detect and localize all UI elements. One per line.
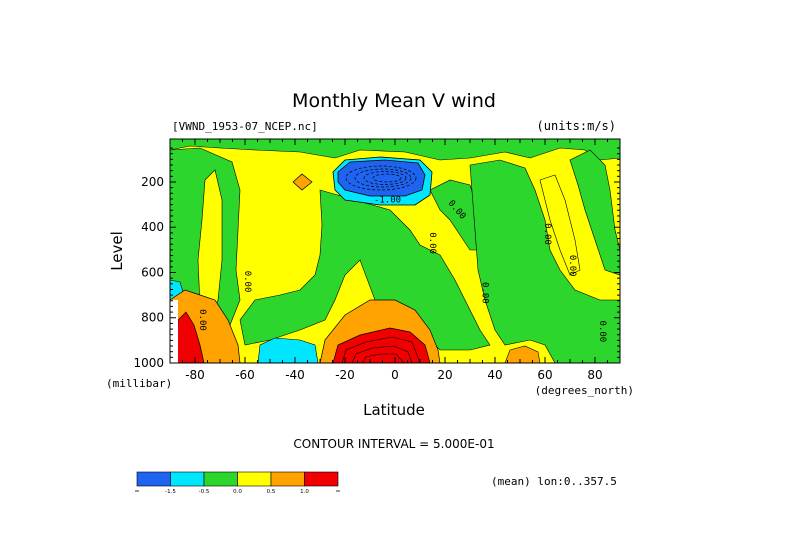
colorbar-swatch <box>136 471 171 487</box>
contour-field <box>170 139 620 363</box>
green-region-mid <box>239 189 491 351</box>
x-tick-label: 20 <box>437 368 452 382</box>
white-missing-corner <box>170 300 178 363</box>
y-axis-title: Level <box>108 231 126 271</box>
contour-label: 0.00 <box>242 271 252 293</box>
x-tick-label: 0 <box>391 368 399 382</box>
colorbar-label: -0.5 <box>199 489 210 495</box>
cyan-region-surface <box>257 337 319 363</box>
colorbar-swatch <box>270 471 305 487</box>
contour-label: 0.00 <box>427 232 437 254</box>
blue-region-jet-core <box>337 159 426 197</box>
chart-title: Monthly Mean V wind <box>292 90 496 112</box>
y-axis: 200 400 600 800 1000 <box>133 147 620 370</box>
contour-label: 0.00 <box>567 255 577 277</box>
y-tick-label: 600 <box>141 265 164 279</box>
colorbar-swatch <box>170 471 205 487</box>
contour-label: 0.00 <box>197 309 207 331</box>
orange-patch-north <box>504 345 541 363</box>
contour-label: -1.00 <box>374 195 401 205</box>
contour-label: 0.00 <box>480 282 490 304</box>
yellow-pocket-north <box>539 174 581 276</box>
x-tick-label: -40 <box>285 368 305 382</box>
x-tick-label: 40 <box>487 368 502 382</box>
green-region-north <box>469 159 620 363</box>
x-unit-label: (degrees_north) <box>535 384 634 397</box>
x-tick-label: -80 <box>185 368 205 382</box>
colorbar-swatch <box>237 471 272 487</box>
y-tick-label: 1000 <box>133 356 164 370</box>
colorbar-label: 0.0 <box>233 489 242 495</box>
contour-label: 0.00 <box>597 320 607 342</box>
units-label: (units:m/s) <box>537 119 616 133</box>
y-tick-label: 800 <box>141 311 164 325</box>
contour-interval-text: CONTOUR INTERVAL = 5.000E-01 <box>293 437 494 451</box>
x-tick-label: 80 <box>587 368 602 382</box>
x-axis-title: Latitude <box>363 401 425 419</box>
surface-contours <box>341 336 421 363</box>
colorbar-label: 1.0 <box>300 489 309 495</box>
green-region-far-north <box>569 149 620 276</box>
x-tick-label: 60 <box>537 368 552 382</box>
x-tick-label: -20 <box>335 368 355 382</box>
contour-label: 0.00 <box>542 223 552 245</box>
jet-contours <box>345 165 417 191</box>
y-tick-label: 400 <box>141 220 164 234</box>
colorbar-swatch <box>203 471 238 487</box>
colorbar: -1.5 -0.5 0.0 0.5 1.0 <box>135 471 340 495</box>
x-axis: -80 -60 -40 -20 0 20 40 60 80 <box>169 139 621 382</box>
colorbar-swatch <box>304 471 339 487</box>
colorbar-label: -1.5 <box>165 489 176 495</box>
y-tick-label: 200 <box>141 175 164 189</box>
y-unit-label: (millibar) <box>106 377 172 390</box>
x-tick-label: -60 <box>235 368 255 382</box>
dataset-label: [VWND_1953-07_NCEP.nc] <box>172 120 318 133</box>
orange-patch-upper <box>292 173 313 191</box>
red-region-surface <box>332 327 431 363</box>
colorbar-label: 0.5 <box>267 489 276 495</box>
mean-note: (mean) lon:0..357.5 <box>491 475 617 488</box>
